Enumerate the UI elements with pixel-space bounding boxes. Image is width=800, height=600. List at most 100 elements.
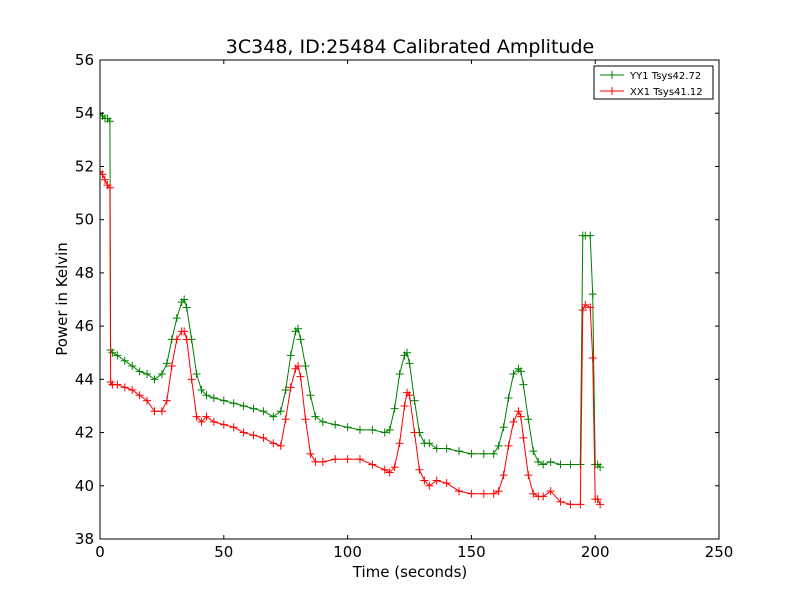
data-point <box>499 423 508 432</box>
data-point <box>395 439 404 448</box>
data-point <box>192 370 201 379</box>
legend-item: YY1 Tsys42.72 <box>600 71 701 82</box>
data-point <box>150 407 159 416</box>
data-point <box>306 449 315 458</box>
y-tick-label: 42 <box>75 424 94 442</box>
data-point <box>556 497 565 506</box>
data-point <box>556 460 565 469</box>
data-point <box>395 370 404 379</box>
data-point <box>442 444 451 453</box>
data-point <box>415 465 424 474</box>
data-point <box>306 391 315 400</box>
series-line <box>100 171 601 505</box>
data-point <box>318 417 327 426</box>
data-point <box>135 367 144 376</box>
legend-label: YY1 Tsys42.72 <box>629 71 701 82</box>
data-point <box>296 372 305 381</box>
data-point <box>209 393 218 402</box>
y-tick-label: 50 <box>75 211 94 229</box>
data-point <box>157 370 166 379</box>
data-point <box>588 354 597 363</box>
y-tick-label: 52 <box>75 157 94 175</box>
data-point <box>586 231 595 240</box>
axes-frame <box>99 59 720 540</box>
data-point <box>455 487 464 496</box>
data-point <box>368 460 377 469</box>
x-axis-label: Time (seconds) <box>352 563 468 581</box>
data-point <box>249 404 258 413</box>
data-point <box>108 348 117 357</box>
data-point <box>259 433 268 442</box>
legend-marker <box>608 71 616 79</box>
data-point <box>509 417 518 426</box>
data-point <box>219 420 228 429</box>
data-point <box>311 457 320 466</box>
series-layer <box>100 109 605 509</box>
data-point <box>294 324 303 333</box>
data-point <box>380 428 389 437</box>
data-point <box>157 407 166 416</box>
data-point <box>172 314 181 323</box>
data-point <box>187 375 196 384</box>
data-point <box>209 417 218 426</box>
data-point <box>479 489 488 498</box>
data-point <box>197 417 206 426</box>
y-tick-label: 54 <box>75 104 94 122</box>
data-point <box>489 449 498 458</box>
data-point <box>504 393 513 402</box>
data-point <box>405 359 414 368</box>
data-point <box>239 428 248 437</box>
data-point <box>343 455 352 464</box>
x-tick-label: 150 <box>457 543 486 561</box>
x-tick-label: 0 <box>95 543 105 561</box>
data-point <box>529 489 538 498</box>
data-point <box>425 439 434 448</box>
data-point <box>425 481 434 490</box>
data-point <box>539 460 548 469</box>
data-point <box>355 455 364 464</box>
data-point <box>105 117 114 126</box>
y-tick-label: 48 <box>75 264 94 282</box>
data-point <box>202 412 211 421</box>
data-point <box>113 351 122 360</box>
data-point <box>442 479 451 488</box>
data-point <box>586 303 595 312</box>
data-point <box>150 375 159 384</box>
y-tick-label: 56 <box>75 51 94 69</box>
data-point <box>105 183 114 192</box>
data-point <box>390 404 399 413</box>
data-point <box>504 441 513 450</box>
data-point <box>286 351 295 360</box>
y-tick-label: 44 <box>75 370 94 388</box>
legend-label: XX1 Tsys41.12 <box>630 87 703 98</box>
data-point <box>276 407 285 416</box>
data-point <box>519 433 528 442</box>
data-point <box>343 423 352 432</box>
data-point <box>120 356 129 365</box>
plot-area: 0 50 100 150 200 250 38 40 42 44 46 48 50 52 54 56 <box>75 51 733 561</box>
data-point <box>120 383 129 392</box>
legend-marker <box>608 87 616 95</box>
data-point <box>368 425 377 434</box>
data-point <box>182 335 191 344</box>
y-tick-label: 46 <box>75 317 94 335</box>
data-point <box>229 423 238 432</box>
data-point <box>269 412 278 421</box>
data-point <box>172 335 181 344</box>
x-tick-label: 250 <box>705 543 734 561</box>
data-point <box>499 471 508 480</box>
data-point <box>192 412 201 421</box>
data-point <box>269 439 278 448</box>
data-point <box>566 460 575 469</box>
legend: YY1 Tsys42.72 XX1 Tsys41.12 <box>593 65 714 100</box>
data-point <box>529 447 538 456</box>
data-point <box>509 370 518 379</box>
data-point <box>380 465 389 474</box>
data-point <box>128 385 137 394</box>
data-point <box>581 300 590 309</box>
chart-title: 3C348, ID:25484 Calibrated Amplitude <box>226 36 594 58</box>
data-point <box>546 487 555 496</box>
data-point <box>566 500 575 509</box>
data-point <box>514 407 523 416</box>
